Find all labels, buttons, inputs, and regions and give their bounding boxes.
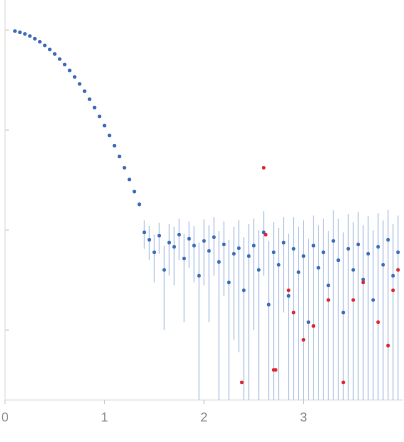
point [202,239,206,243]
point [261,230,266,235]
point [391,288,395,293]
point [291,310,296,315]
point [396,250,400,255]
point [391,273,395,278]
point [167,240,171,245]
point [311,243,316,248]
x-tick-label: 3 [300,409,307,424]
point [351,298,356,302]
point [92,105,97,110]
point [356,242,361,247]
point [212,235,216,239]
point [38,39,42,44]
point [256,268,261,272]
point [301,254,306,258]
x-tick-label: 1 [101,409,108,424]
point [291,247,296,251]
point [87,97,92,101]
point [72,75,77,79]
point [296,270,301,274]
point [263,232,268,237]
point [182,256,186,261]
point [197,273,201,278]
point [77,82,82,86]
point [187,236,191,241]
point [266,302,271,307]
point [57,57,62,61]
point [331,239,336,243]
point [286,294,291,298]
point [301,337,306,342]
point [240,380,244,385]
point [341,380,346,385]
point [232,251,236,256]
point [346,247,351,251]
point [286,288,291,293]
point [371,298,375,302]
point [386,237,390,242]
point [162,268,166,272]
point [396,268,400,272]
point [381,262,385,267]
point [316,265,321,270]
point [28,34,32,38]
point [276,262,281,267]
point [52,52,57,56]
point [351,268,356,272]
point [217,260,221,264]
point [33,36,37,41]
point [47,47,52,52]
point [23,32,27,36]
point [82,89,87,93]
point [97,114,102,119]
point [172,245,176,249]
point [222,242,226,247]
point [242,288,246,293]
point [132,189,137,194]
point [366,251,370,256]
point [137,202,142,207]
point [386,343,390,348]
point [336,258,341,263]
point [306,320,311,324]
point [237,246,241,250]
point [157,233,162,238]
point [67,68,72,73]
point [177,232,181,237]
x-tick-label: 0 [1,409,8,424]
point [147,237,152,242]
point [361,277,366,282]
point [227,280,231,285]
point [341,310,346,315]
point [102,123,107,128]
point [142,230,147,235]
point [207,249,211,253]
point [62,62,67,67]
point [281,240,286,245]
point [326,298,331,302]
point [271,250,276,255]
point [43,43,47,48]
point [251,243,256,248]
point [18,30,22,35]
point [273,368,278,372]
point [261,165,266,170]
point [117,154,122,159]
point [127,177,132,182]
point [376,245,380,249]
point [246,254,251,258]
point [311,324,316,328]
x-tick-label: 2 [200,409,207,424]
point [107,133,112,138]
point [326,283,331,288]
point [13,29,17,33]
point [192,243,196,248]
point [112,143,117,148]
point [361,280,366,285]
point [376,320,380,324]
point [321,250,326,255]
point [152,250,157,255]
point [122,165,127,170]
